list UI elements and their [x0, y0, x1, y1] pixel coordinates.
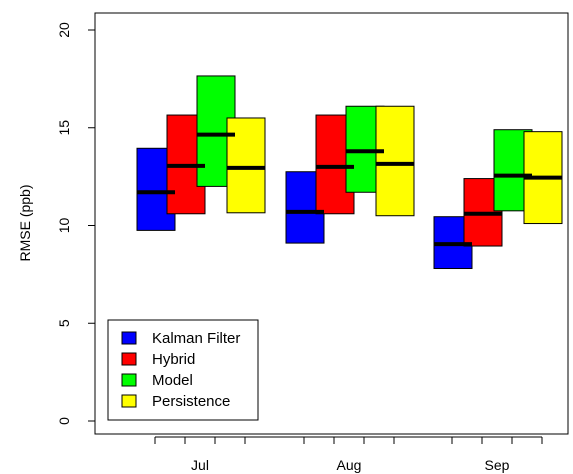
legend: Kalman Filter Hybrid Model Persistence	[107, 319, 259, 421]
legend-swatch	[121, 394, 137, 408]
y-tick-label: 15	[56, 120, 72, 136]
y-tick-label: 0	[56, 417, 72, 425]
y-axis-title: RMSE (ppb)	[17, 184, 33, 261]
x-tick-label: Sep	[485, 457, 510, 473]
box-3-0	[226, 117, 266, 214]
legend-swatch	[121, 331, 137, 345]
y-tick-label: 5	[56, 319, 72, 327]
x-axis: Jul Aug Sep	[154, 436, 543, 473]
x-tick-label: Aug	[337, 457, 362, 473]
legend-label: Hybrid	[152, 351, 195, 368]
y-tick-label: 20	[56, 22, 72, 38]
box-3-1	[375, 105, 415, 217]
legend-label: Kalman Filter	[152, 330, 240, 347]
boxes-layer	[136, 75, 563, 270]
legend-swatch	[121, 373, 137, 387]
legend-label: Persistence	[152, 393, 230, 410]
y-axis: 0 5 10 15 20	[56, 22, 96, 425]
legend-swatch	[121, 352, 137, 366]
legend-label: Model	[152, 372, 193, 389]
x-tick-label: Jul	[191, 457, 209, 473]
y-tick-label: 10	[56, 218, 72, 234]
